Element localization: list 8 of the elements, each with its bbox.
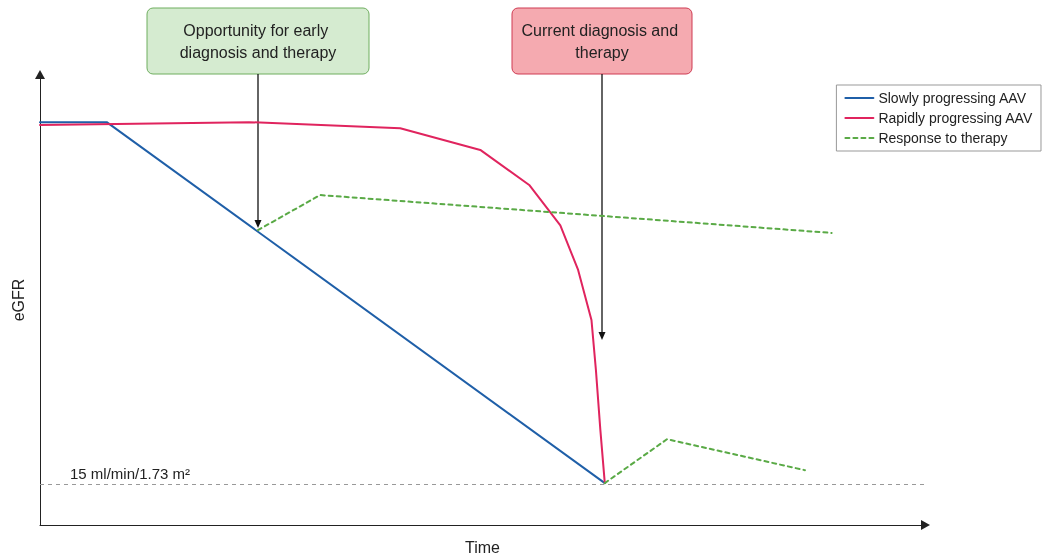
ref-line-label: 15 ml/min/1.73 m²: [70, 464, 191, 482]
legend-label: Slowly progressing AAV: [878, 90, 1027, 106]
y-axis-title: eGFR: [9, 278, 27, 322]
x-axis-title: Time: [465, 538, 501, 556]
text: Current diagnosis and therapy: [521, 21, 683, 61]
legend-label: Response to therapy: [878, 130, 1008, 146]
text: Opportunity for early diagnosis and therapy: [179, 21, 337, 61]
legend-label: Rapidly progressing AAV: [878, 110, 1033, 126]
